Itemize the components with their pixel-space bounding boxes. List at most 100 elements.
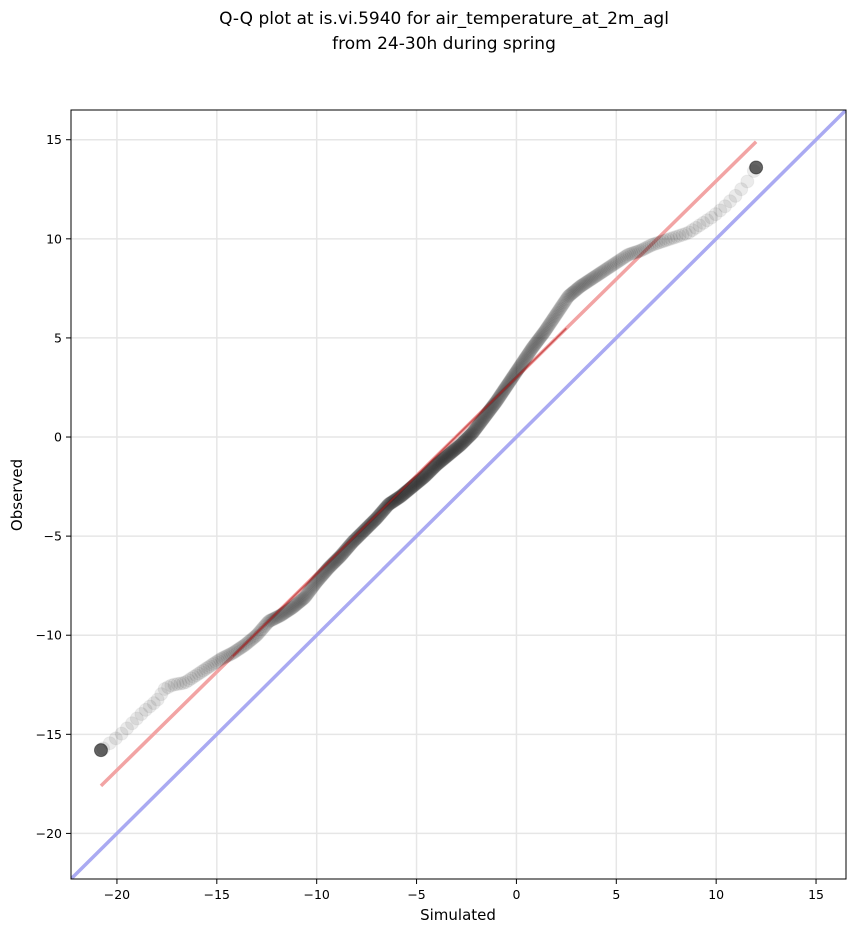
qq-point: [393, 489, 408, 504]
qq-point: [287, 598, 302, 613]
qq-point: [386, 494, 401, 509]
qq-point: [749, 160, 764, 175]
qq-point: [527, 338, 542, 353]
qq-point: [525, 340, 540, 355]
chart-title-line-2: from 24-30h during spring: [332, 34, 556, 54]
qq-point: [336, 545, 351, 560]
qq-point: [423, 463, 438, 478]
qq-point: [576, 277, 591, 292]
qq-point: [454, 437, 469, 452]
qq-point: [513, 357, 528, 372]
qq-point: [289, 597, 304, 612]
qq-point: [306, 578, 321, 593]
qq-point: [456, 434, 471, 449]
qq-point: [541, 318, 556, 333]
qq-point: [587, 270, 602, 285]
qq-point: [209, 655, 224, 670]
qq-point: [244, 632, 259, 647]
qq-point: [529, 335, 544, 350]
qq-point: [455, 435, 470, 450]
qq-point: [142, 699, 157, 714]
qq-point: [749, 160, 764, 175]
qq-point: [254, 622, 269, 637]
qq-point: [371, 509, 386, 524]
qq-point: [599, 262, 614, 277]
qq-point: [146, 696, 161, 711]
qq-point: [474, 413, 489, 428]
qq-point: [494, 387, 509, 402]
qq-point: [470, 419, 485, 434]
qq-point: [538, 322, 553, 337]
qq-point: [534, 328, 549, 343]
y-tick-label: −10: [36, 628, 62, 643]
qq-point: [558, 294, 573, 309]
qq-point: [494, 386, 509, 401]
qq-point: [421, 465, 436, 480]
qq-point: [472, 416, 487, 431]
qq-point: [449, 441, 464, 456]
qq-point: [648, 236, 663, 251]
x-tick-label: 15: [808, 887, 824, 902]
qq-point: [545, 313, 560, 328]
qq-point: [437, 451, 452, 466]
x-tick-label: −20: [104, 887, 130, 902]
qq-point: [575, 278, 590, 293]
qq-point: [529, 334, 544, 349]
qq-point: [355, 525, 370, 540]
qq-point: [421, 465, 436, 480]
qq-point: [114, 726, 129, 741]
qq-point: [194, 665, 209, 680]
y-tick-label: 15: [46, 132, 62, 147]
qq-point: [579, 275, 594, 290]
qq-point: [419, 467, 434, 482]
qq-point: [445, 444, 460, 459]
qq-point: [225, 646, 240, 661]
qq-point: [186, 669, 201, 684]
qq-point: [357, 522, 372, 537]
qq-point: [460, 431, 475, 446]
qq-point: [338, 542, 353, 557]
qq-point: [460, 430, 475, 445]
qq-point: [538, 323, 553, 338]
qq-point: [363, 516, 378, 531]
qq-point: [461, 430, 476, 445]
qq-point: [343, 538, 358, 553]
qq-point: [549, 306, 564, 321]
qq-point: [93, 743, 108, 758]
qq-point: [465, 426, 480, 441]
qq-point: [420, 466, 435, 481]
qq-point: [350, 529, 365, 544]
y-tick-label: −15: [36, 727, 62, 742]
qq-point: [664, 231, 679, 246]
qq-point: [290, 596, 305, 611]
qq-point: [134, 707, 149, 722]
qq-point: [470, 419, 485, 434]
qq-point: [150, 692, 165, 707]
y-axis: −20 −15 −10 −5 0 5 10 15: [36, 132, 71, 841]
qq-point: [246, 630, 261, 645]
qq-point: [269, 610, 284, 625]
qq-point: [389, 492, 404, 507]
qq-point: [354, 526, 369, 541]
qq-point: [138, 702, 153, 717]
qq-point: [377, 502, 392, 517]
qq-point: [308, 576, 323, 591]
qq-point: [530, 333, 545, 348]
qq-point: [154, 687, 169, 702]
qq-point: [544, 314, 559, 329]
qq-point: [176, 676, 191, 691]
qq-point: [589, 268, 604, 283]
qq-point: [572, 279, 587, 294]
qq-point: [424, 462, 439, 477]
qq-point: [278, 605, 293, 620]
qq-point: [212, 652, 227, 667]
qq-point: [453, 437, 468, 452]
qq-point: [749, 160, 764, 175]
qq-point: [214, 651, 229, 666]
plot-frame: [70, 109, 847, 880]
qq-point: [464, 426, 479, 441]
qq-point: [560, 291, 575, 306]
qq-point: [429, 457, 444, 472]
